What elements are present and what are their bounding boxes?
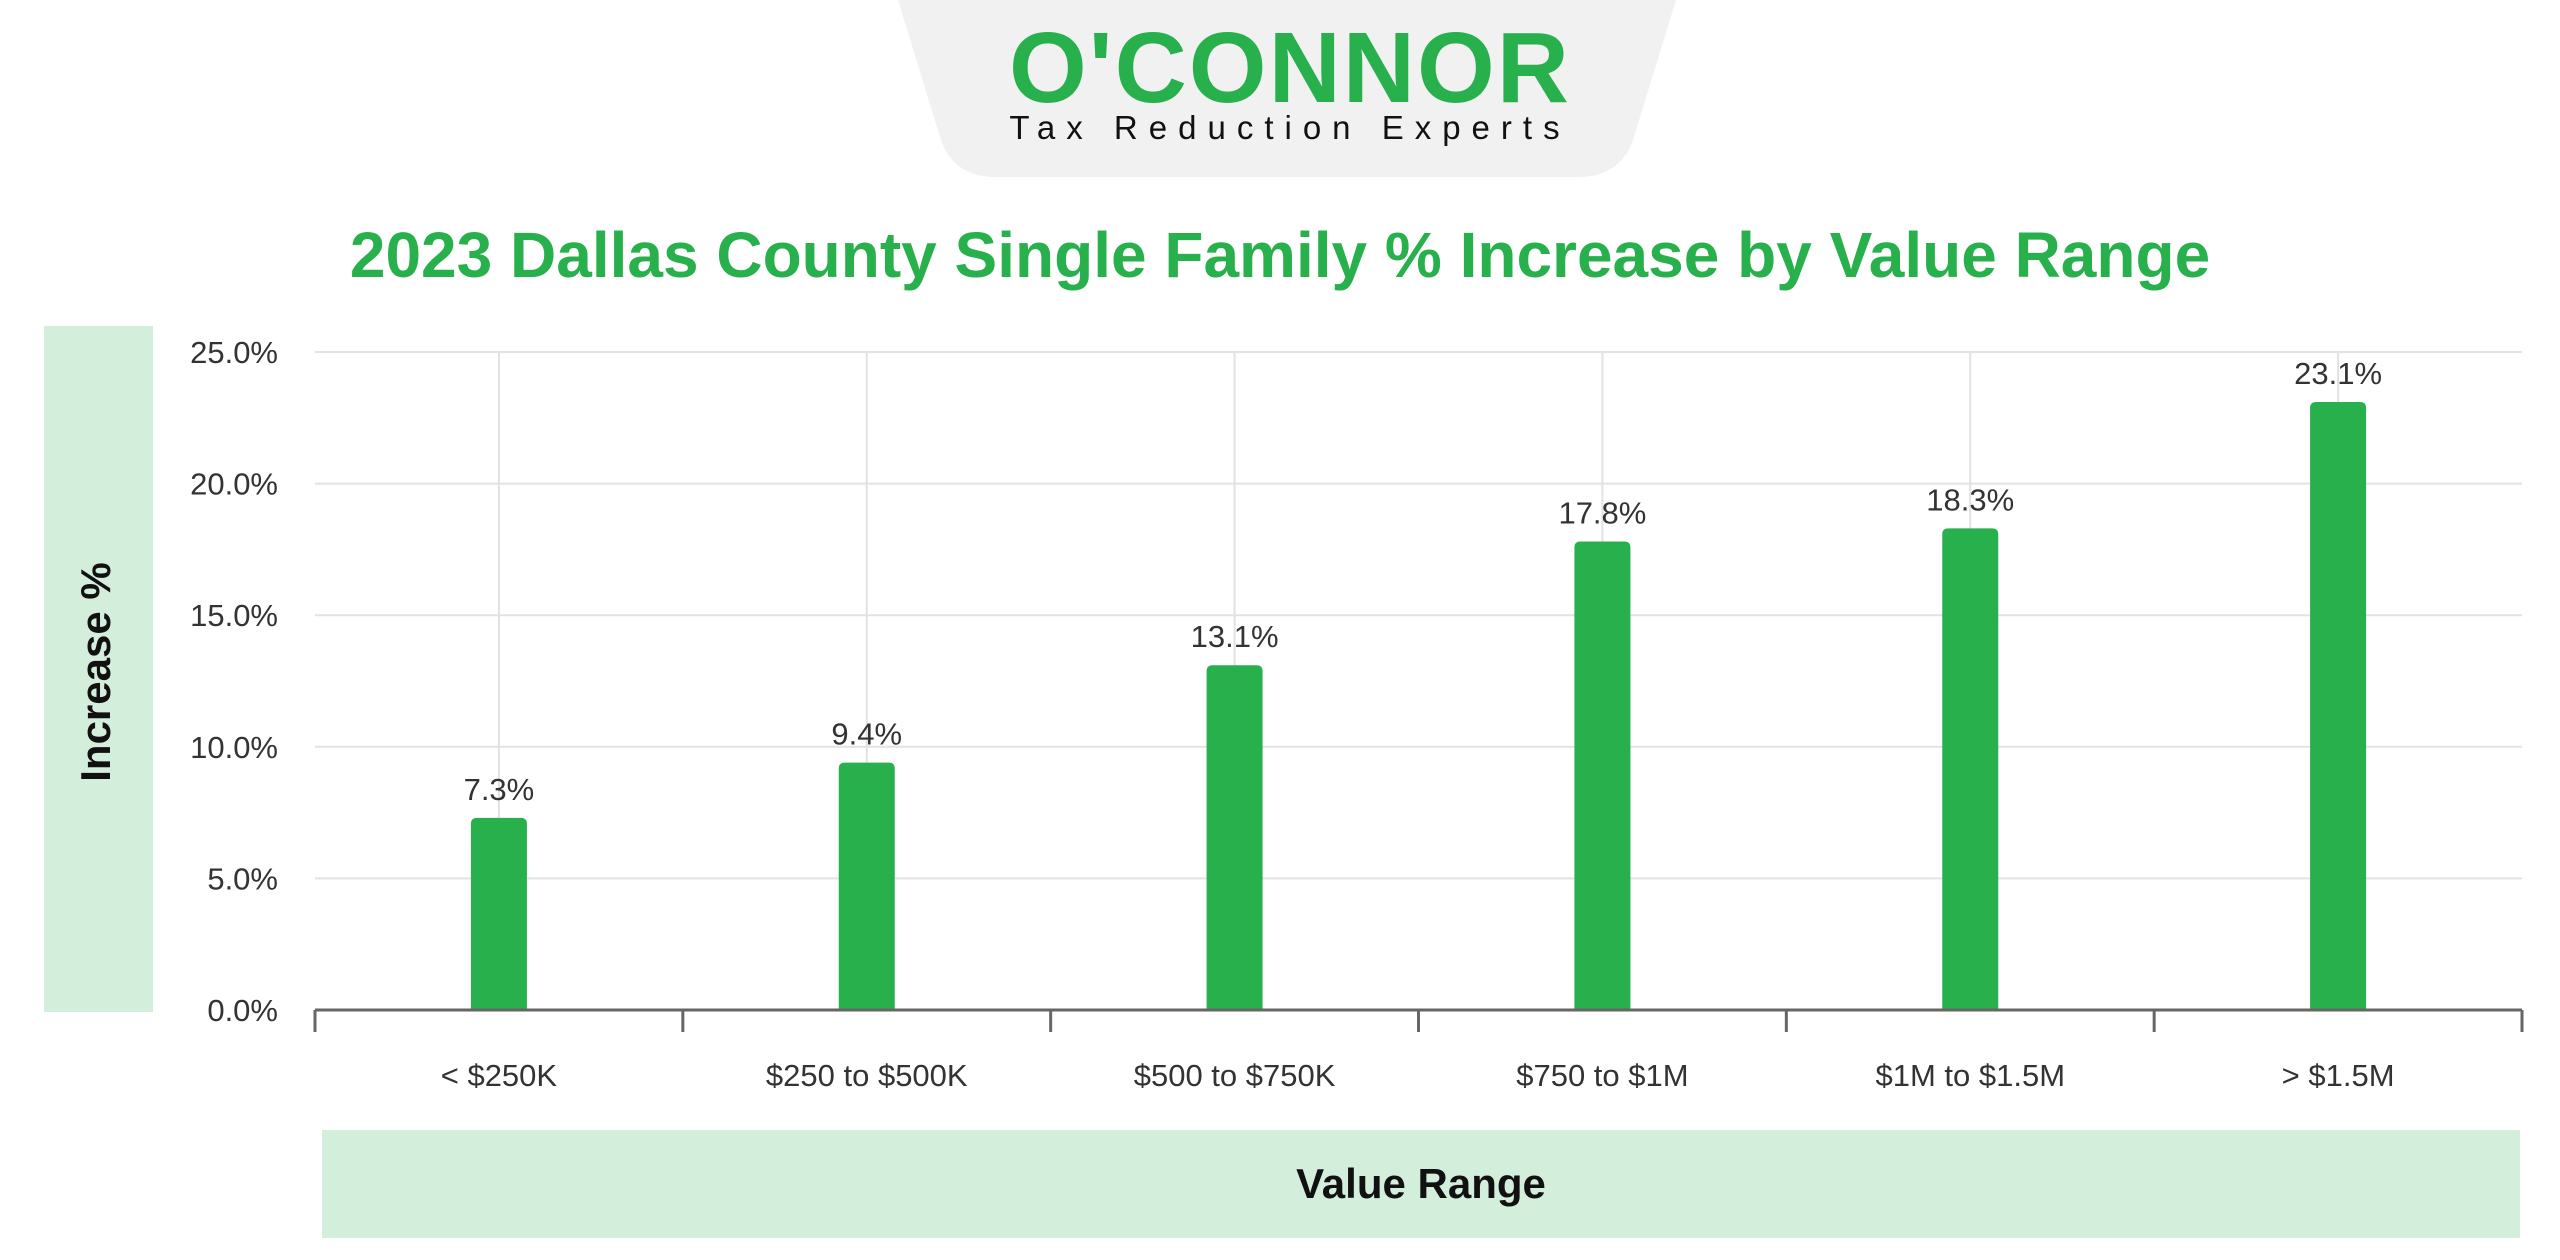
data-label: 13.1% <box>1191 619 1279 654</box>
y-axis-title-band <box>44 326 153 1012</box>
x-tick-label: $1M to $1.5M <box>1875 1058 2065 1093</box>
x-tick-label: $500 to $750K <box>1134 1058 1336 1093</box>
y-tick-label: 15.0% <box>190 598 278 633</box>
data-label: 7.3% <box>464 772 535 807</box>
x-tick-label: > $1.5M <box>2282 1058 2395 1093</box>
logo-tab-shape <box>898 0 1676 177</box>
logo-tab <box>898 0 1676 177</box>
bar <box>470 817 527 1010</box>
bar <box>1574 541 1631 1010</box>
data-label: 18.3% <box>1926 482 2014 517</box>
x-tick-label: $750 to $1M <box>1516 1058 1688 1093</box>
brand-logo: O'CONNOR <box>1009 12 1571 124</box>
data-label: 23.1% <box>2294 356 2382 391</box>
data-label: 17.8% <box>1558 496 1646 531</box>
brand-tagline: Tax Reduction Experts <box>1009 109 1571 146</box>
x-axis-title: Value Range <box>1296 1160 1546 1207</box>
bar <box>1942 528 1999 1010</box>
y-tick-label: 10.0% <box>190 730 278 765</box>
x-tick-label: < $250K <box>441 1058 558 1093</box>
bar <box>2310 402 2367 1010</box>
bar <box>1206 665 1263 1010</box>
y-tick-label: 25.0% <box>190 335 278 370</box>
data-label: 9.4% <box>831 717 902 752</box>
y-tick-label: 0.0% <box>207 993 278 1028</box>
x-tick-label: $250 to $500K <box>766 1058 968 1093</box>
bar <box>838 762 895 1010</box>
y-tick-label: 20.0% <box>190 467 278 502</box>
x-axis-title-band <box>322 1130 2520 1238</box>
y-tick-label: 5.0% <box>207 861 278 896</box>
chart-title: 2023 Dallas County Single Family % Incre… <box>349 219 2211 291</box>
